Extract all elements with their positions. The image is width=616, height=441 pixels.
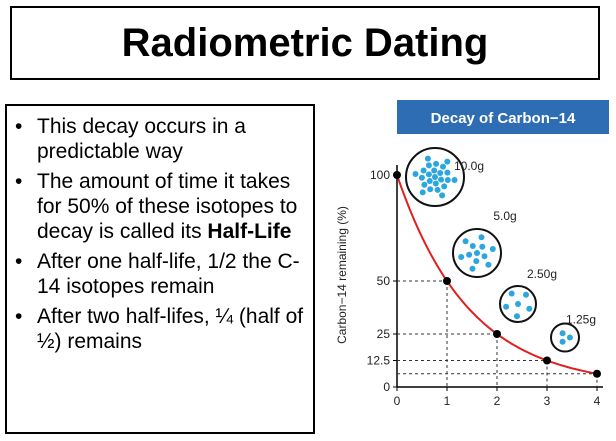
slide-title-box: Radiometric Dating [10, 6, 600, 80]
c14-atom-dot [432, 180, 439, 187]
slide-title: Radiometric Dating [121, 20, 489, 65]
c14-atom-dot [440, 163, 446, 170]
c14-atom-dot [434, 186, 441, 193]
c14-atom-dot [419, 189, 426, 196]
chart-title: Decay of Carbon−14 [431, 110, 576, 127]
mass-label: 1.25g [566, 313, 596, 327]
x-tick-label: 0 [394, 394, 401, 408]
c14-atom-dot [485, 261, 492, 268]
c14-atom-dot [441, 183, 448, 190]
c14-atom-dot [427, 186, 434, 193]
bullet-list: • This decay occurs in a predictable way… [15, 114, 307, 354]
bullet-text: The amount of time it takes for 50% of t… [37, 170, 298, 243]
c14-atom-dot [473, 258, 480, 265]
c14-atom-dot [421, 181, 428, 188]
c14-atom-dot [469, 265, 476, 272]
x-tick-label: 3 [544, 394, 551, 408]
data-point [543, 356, 551, 365]
c14-atom-dot [420, 167, 427, 174]
y-tick-label: 50 [377, 274, 391, 288]
bullet-item: • After one half-life, 1/2 the C-14 isot… [15, 249, 307, 299]
c14-atom-dot [412, 171, 419, 177]
y-axis-label: Carbon−14 remaining (%) [335, 206, 349, 344]
c14-atom-dot [439, 192, 446, 199]
c14-atom-dot [566, 334, 573, 341]
plot-area: 100 50 25 12.5 00 1 2 3 4 10.0g 5.0g 2.50g 1.25g [367, 147, 603, 408]
bullet-text: After two half-lifes, ¼ (half of ½) rema… [37, 305, 304, 353]
c14-atom-dot [425, 162, 432, 169]
c14-atom-dot [418, 174, 425, 181]
y-tick-label: 25 [377, 327, 391, 341]
data-point [493, 330, 501, 338]
c14-atom-dot [479, 243, 486, 250]
c14-atom-dot [433, 160, 440, 167]
y-tick-label: 0 [383, 380, 390, 394]
bullet-dot: • [15, 305, 23, 328]
c14-atom-dot [474, 250, 480, 256]
c14-atom-dot [444, 158, 451, 165]
c14-atom-dot [462, 238, 469, 245]
decay-chart: Decay of Carbon−14 Carbon−14 remaining (… [330, 100, 614, 435]
c14-atom-dot [437, 170, 444, 176]
x-tick-label: 2 [494, 394, 501, 408]
c14-atom-dot [444, 177, 451, 183]
c14-atom-dot [451, 177, 458, 183]
c14-atom-dot [526, 305, 533, 312]
data-point [393, 171, 401, 179]
data-point [593, 369, 601, 378]
c14-atom-dot [458, 254, 465, 260]
mass-label: 5.0g [493, 209, 516, 223]
bullet-dot: • [15, 115, 23, 138]
decay-chart-svg: Decay of Carbon−14 Carbon−14 remaining (… [335, 100, 609, 408]
bullet-item: • After two half-lifes, ¼ (half of ½) re… [15, 304, 307, 354]
y-tick-label: 12.5 [367, 354, 391, 368]
bullet-list-box: • This decay occurs in a predictable way… [5, 104, 315, 434]
half-life-term: Half-Life [207, 220, 292, 243]
c14-atom-dot [438, 176, 445, 183]
bullet-dot: • [15, 170, 23, 193]
y-tick-label: 100 [370, 168, 390, 182]
c14-atom-dot [426, 178, 433, 184]
chart-header-bar [397, 100, 609, 134]
c14-atom-dot [523, 291, 529, 298]
c14-atom-dot [503, 303, 510, 310]
bullet-text: This decay occurs in a predictable way [37, 115, 246, 163]
c14-atom-dot [515, 301, 521, 307]
bullet-item: • This decay occurs in a predictable way [15, 114, 307, 164]
c14-atom-dot [431, 167, 438, 174]
c14-atom-dot [489, 246, 496, 252]
c14-atom-dot [478, 234, 485, 241]
c14-atom-dot [444, 169, 451, 176]
c14-atom-dot [508, 290, 515, 297]
data-point [443, 277, 451, 285]
x-tick-label: 4 [594, 394, 601, 408]
isotope-sample-circle [550, 322, 580, 353]
c14-atom-dot [432, 174, 438, 180]
c14-atom-dot [559, 338, 566, 345]
mass-label: 2.50g [527, 267, 557, 281]
c14-atom-dot [466, 251, 473, 258]
c14-atom-dot [514, 313, 520, 320]
bullet-text: After one half-life, 1/2 the C-14 isotop… [37, 250, 300, 298]
c14-atom-dot [481, 253, 488, 260]
mass-label: 10.0g [454, 159, 484, 173]
c14-atom-dot [559, 330, 566, 337]
x-tick-label: 1 [444, 394, 451, 408]
c14-atom-dot [424, 155, 431, 162]
c14-atom-dot [425, 171, 432, 178]
bullet-item: • The amount of time it takes for 50% of… [15, 169, 307, 244]
c14-atom-dot [469, 243, 476, 249]
bullet-dot: • [15, 250, 23, 273]
